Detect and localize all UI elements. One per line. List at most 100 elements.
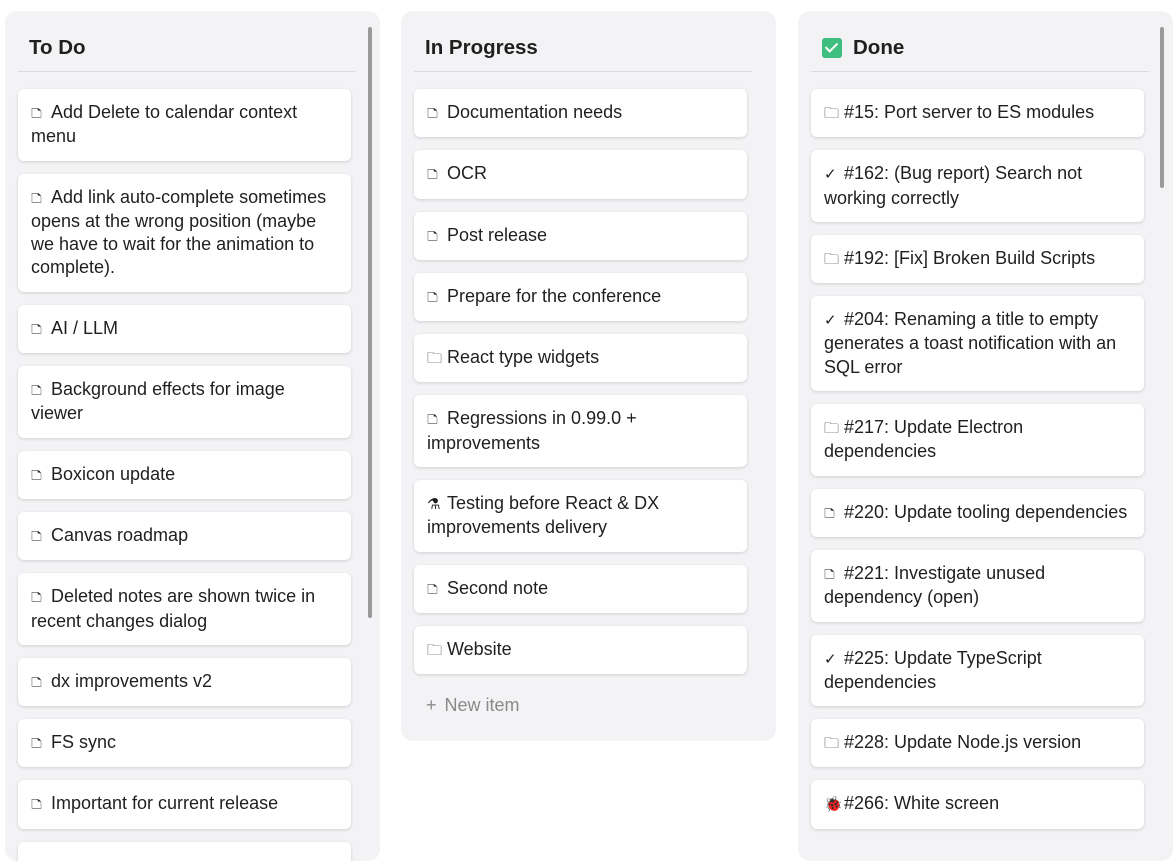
note-icon: 🗅 — [824, 504, 835, 522]
card-list: 🗀 #15: Port server to ES modules ✓ #162: (B… — [811, 72, 1160, 829]
card[interactable]: 🗅 Prepare for the conference — [414, 272, 747, 322]
card[interactable]: 🗅 AI / LLM — [18, 304, 351, 354]
card-title: Regressions in 0.99.0 + improvements — [427, 408, 637, 453]
card-title: Add link auto-complete sometimes opens a… — [31, 186, 327, 278]
card[interactable]: 🐞#266: White screen — [811, 780, 1144, 829]
card-title: #162: (Bug report) Search not working co… — [824, 163, 1083, 208]
folder-icon: 🗀 — [824, 735, 840, 753]
card-title: Important for current release — [51, 793, 279, 814]
card[interactable]: ✓ #204: Renaming a title to empty generat… — [811, 296, 1144, 392]
card[interactable]: 🗅 Add Delete to calendar context menu — [18, 89, 351, 161]
scrollbar[interactable] — [1160, 27, 1164, 188]
card[interactable]: 🗅 Canvas roadmap — [18, 511, 351, 561]
card[interactable] — [18, 841, 351, 861]
card[interactable]: 🗀 #15: Port server to ES modules — [811, 89, 1144, 138]
card[interactable]: 🗀 #228: Update Node.js version — [811, 719, 1144, 768]
card-title: #217: Update Electron dependencies — [824, 417, 1024, 462]
new-item-button[interactable]: + New item — [426, 695, 520, 716]
card-title: #266: White screen — [844, 793, 1000, 814]
note-icon: 🗅 — [31, 189, 42, 207]
card[interactable]: 🗀 React type widgets — [414, 334, 747, 383]
card-title: Add Delete to calendar context menu — [31, 102, 298, 147]
card[interactable]: 🗅 #220: Update tooling dependencies — [811, 488, 1144, 537]
card[interactable]: 🗅 Regressions in 0.99.0 + improvements — [414, 395, 747, 468]
column-done: Done 🗀 #15: Port server to ES modules ✓ #16… — [798, 11, 1173, 861]
column-title: To Do — [18, 11, 356, 72]
check-icon: ✓ — [824, 312, 837, 330]
card-list: 🗅 Add Delete to calendar context menu 🗅 Add… — [18, 72, 367, 861]
card-title: Website — [447, 638, 512, 659]
note-icon: 🗅 — [31, 527, 42, 545]
card-title: #192: [Fix] Broken Build Scripts — [844, 247, 1096, 268]
note-icon: 🗅 — [31, 382, 42, 400]
card-title: React type widgets — [447, 347, 600, 368]
folder-icon: 🗀 — [824, 250, 840, 268]
note-icon: 🗅 — [824, 565, 835, 583]
card-title: Post release — [447, 224, 548, 245]
test-tube-icon: ⚗ — [427, 496, 441, 514]
column-title: In Progress — [414, 11, 752, 72]
note-icon: 🗅 — [31, 320, 42, 338]
card[interactable]: 🗀 Website — [414, 625, 747, 675]
check-icon: ✓ — [824, 166, 837, 184]
card[interactable]: 🗅 Background effects for image viewer — [18, 366, 351, 438]
note-icon: 🗅 — [31, 735, 42, 753]
card-title: Prepare for the conference — [447, 285, 662, 306]
note-icon: 🗅 — [427, 227, 438, 245]
folder-icon: 🗀 — [427, 641, 443, 659]
card-title: #225: Update TypeScript dependencies — [824, 647, 1042, 692]
card[interactable]: 🗅 dx improvements v2 — [18, 657, 351, 707]
card-title: #221: Investigate unused dependency (ope… — [824, 562, 1046, 608]
note-icon: 🗅 — [31, 673, 42, 691]
card-title: #220: Update tooling dependencies — [844, 501, 1128, 522]
card[interactable]: ✓ #162: (Bug report) Search not working c… — [811, 150, 1144, 222]
bug-icon: 🐞 — [824, 796, 843, 814]
column-in-progress: In Progress 🗅 Documentation needs 🗅 OCR 🗅 Pos… — [401, 11, 776, 741]
scrollbar[interactable] — [368, 27, 372, 618]
card[interactable]: ⚗ Testing before React & DX improvements … — [414, 480, 747, 552]
card-title: Deleted notes are shown twice in recent … — [31, 586, 316, 631]
card-list: 🗅 Documentation needs 🗅 OCR 🗅 Post release 🗅 Pr… — [414, 72, 763, 675]
card-title: FS sync — [51, 732, 117, 753]
plus-icon: + — [426, 695, 437, 716]
card[interactable]: 🗅 Second note — [414, 564, 747, 613]
note-icon: 🗅 — [427, 166, 438, 184]
card[interactable]: 🗅 Boxicon update — [18, 450, 351, 499]
note-icon: 🗅 — [427, 105, 438, 122]
note-icon: 🗅 — [427, 580, 438, 598]
note-icon: 🗅 — [427, 411, 438, 429]
card[interactable]: 🗀 #192: [Fix] Broken Build Scripts — [811, 234, 1144, 284]
card[interactable]: 🗅 #221: Investigate unused dependency (op… — [811, 549, 1144, 622]
card-title: dx improvements v2 — [51, 670, 213, 691]
folder-icon: 🗀 — [824, 105, 840, 122]
card[interactable]: 🗅 Add link auto-complete sometimes opens … — [18, 173, 351, 292]
folder-icon: 🗀 — [824, 420, 840, 438]
card[interactable]: 🗅 Important for current release — [18, 780, 351, 829]
card[interactable]: 🗅 Deleted notes are shown twice in recent… — [18, 573, 351, 645]
note-icon: 🗅 — [31, 105, 42, 122]
card-title: OCR — [447, 163, 487, 184]
check-box-icon — [822, 37, 842, 58]
card[interactable]: 🗅 OCR — [414, 150, 747, 199]
card[interactable]: 🗅 Documentation needs — [414, 89, 747, 138]
card[interactable]: 🗅 Post release — [414, 211, 747, 260]
note-icon: 🗅 — [31, 589, 42, 607]
folder-icon: 🗀 — [427, 350, 443, 368]
card-title: Second note — [447, 577, 549, 598]
column-to-do: To Do 🗅 Add Delete to calendar context me… — [5, 11, 380, 861]
card-title: #228: Update Node.js version — [844, 732, 1082, 753]
card[interactable]: 🗅 FS sync — [18, 719, 351, 768]
column-title: Done — [811, 11, 1149, 72]
card-title: Testing before React & DX improvements d… — [427, 493, 660, 538]
card-title: AI / LLM — [51, 317, 119, 338]
note-icon: 🗅 — [31, 466, 42, 484]
card-title: Documentation needs — [447, 102, 623, 122]
card-title: Canvas roadmap — [51, 524, 189, 545]
note-icon: 🗅 — [31, 796, 42, 814]
card[interactable]: 🗀 #217: Update Electron dependencies — [811, 404, 1144, 476]
card-title: #15: Port server to ES modules — [844, 102, 1095, 122]
note-icon: 🗅 — [427, 288, 438, 306]
check-icon: ✓ — [824, 650, 837, 668]
card[interactable]: ✓ #225: Update TypeScript dependencies — [811, 634, 1144, 707]
card-title: #204: Renaming a title to empty generate… — [824, 309, 1117, 377]
